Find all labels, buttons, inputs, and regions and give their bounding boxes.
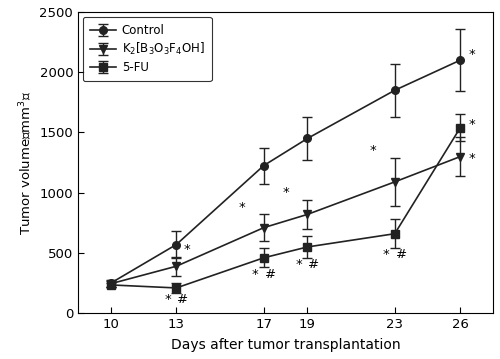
Text: *: * [469,117,476,131]
Text: *: * [469,48,476,61]
Text: *: * [184,243,190,256]
Text: *: * [238,201,245,214]
Text: #: # [308,258,320,271]
Y-axis label: Tumor volume（mm$^{3}$）: Tumor volume（mm$^{3}$） [17,90,34,234]
Text: #: # [265,268,276,281]
Text: *: * [370,144,376,157]
Text: #: # [396,248,407,261]
Text: *: * [164,293,171,306]
X-axis label: Days after tumor transplantation: Days after tumor transplantation [170,338,400,352]
Text: *: * [382,248,390,261]
Text: *: * [282,186,289,199]
Text: #: # [178,293,188,306]
Text: *: * [252,268,258,281]
Text: *: * [469,153,476,165]
Text: *: * [295,258,302,271]
Legend: Control, K$_2$[B$_3$O$_3$F$_4$OH], 5-FU: Control, K$_2$[B$_3$O$_3$F$_4$OH], 5-FU [82,17,212,81]
